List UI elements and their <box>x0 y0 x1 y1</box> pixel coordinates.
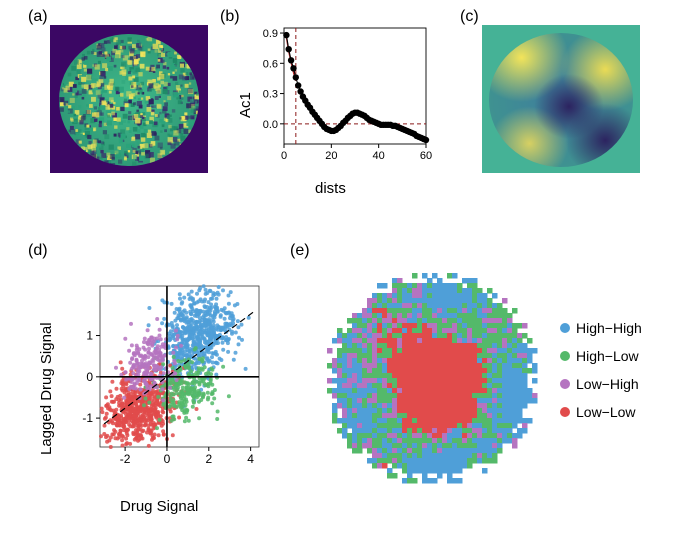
legend-low-low: Low−Low <box>560 404 636 420</box>
legend-label: Low−Low <box>576 404 636 420</box>
label-a: (a) <box>28 8 48 26</box>
swatch-icon <box>560 379 570 389</box>
panel-b-xlabel: dists <box>315 180 346 197</box>
label-b: (b) <box>220 8 240 26</box>
label-e: (e) <box>290 242 310 260</box>
panel-d-scatter: -2 0 2 4 -1 0 1 <box>70 280 265 475</box>
panel-e-clustermap <box>322 268 542 488</box>
legend-high-low: High−Low <box>560 348 639 364</box>
svg-text:0.6: 0.6 <box>263 58 278 70</box>
legend-label: High−High <box>576 320 642 336</box>
svg-text:0.9: 0.9 <box>263 28 278 40</box>
svg-text:0.3: 0.3 <box>263 89 278 101</box>
panel-b-ylabel: Ac1 <box>237 92 254 118</box>
legend-high-high: High−High <box>560 320 642 336</box>
svg-text:20: 20 <box>325 150 337 162</box>
legend-label: Low−High <box>576 376 639 392</box>
label-d: (d) <box>28 242 48 260</box>
svg-text:1: 1 <box>86 329 93 343</box>
svg-text:40: 40 <box>373 150 385 162</box>
svg-text:4: 4 <box>247 452 254 466</box>
svg-text:0: 0 <box>86 370 93 384</box>
svg-text:2: 2 <box>205 452 212 466</box>
swatch-icon <box>560 407 570 417</box>
svg-text:-2: -2 <box>120 452 131 466</box>
swatch-icon <box>560 323 570 333</box>
panel-a-heatmap <box>50 25 208 173</box>
panel-c-heatmap <box>482 25 640 173</box>
svg-text:0.0: 0.0 <box>263 119 278 131</box>
svg-text:60: 60 <box>420 150 432 162</box>
svg-text:0: 0 <box>281 150 287 162</box>
label-c: (c) <box>460 8 479 26</box>
svg-text:-1: -1 <box>82 411 93 425</box>
swatch-icon <box>560 351 570 361</box>
legend-label: High−Low <box>576 348 639 364</box>
svg-text:0: 0 <box>164 452 171 466</box>
panel-d-ylabel: Lagged Drug Signal <box>38 322 55 455</box>
panel-b-lineplot: 0 20 40 60 0.0 0.3 0.6 0.9 <box>252 22 432 172</box>
legend-low-high: Low−High <box>560 376 639 392</box>
panel-d-xlabel: Drug Signal <box>120 498 198 515</box>
